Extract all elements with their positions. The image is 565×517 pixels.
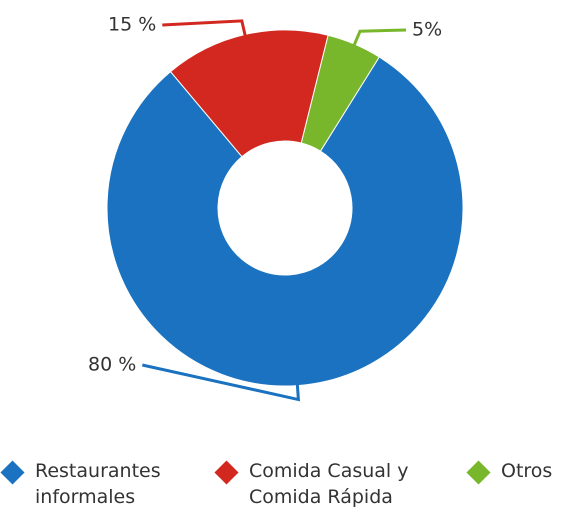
legend-label: Otros xyxy=(501,460,553,482)
legend-label: Restaurantes informales xyxy=(35,460,161,508)
chart: 5% 80 % 15 % xyxy=(88,14,464,402)
legend: Restaurantes informales Comida Casual y C… xyxy=(0,458,565,517)
donut-slice xyxy=(169,29,329,158)
data-label: 5% xyxy=(412,19,442,41)
legend-swatch xyxy=(214,460,239,485)
leader-line xyxy=(162,19,247,37)
data-label: 80 % xyxy=(88,354,136,376)
donut-slice xyxy=(106,56,464,387)
legend-label: Comida Casual y Comida Rápida xyxy=(249,460,409,508)
legend-item: Comida Casual y Comida Rápida xyxy=(214,458,439,510)
data-label: 15 % xyxy=(108,14,156,36)
legend-item: Otros xyxy=(466,458,565,485)
legend-swatch xyxy=(0,460,25,485)
leader-line xyxy=(141,363,301,402)
legend-swatch xyxy=(466,460,491,485)
leader-line xyxy=(352,28,407,47)
legend-item: Restaurantes informales xyxy=(0,458,205,510)
